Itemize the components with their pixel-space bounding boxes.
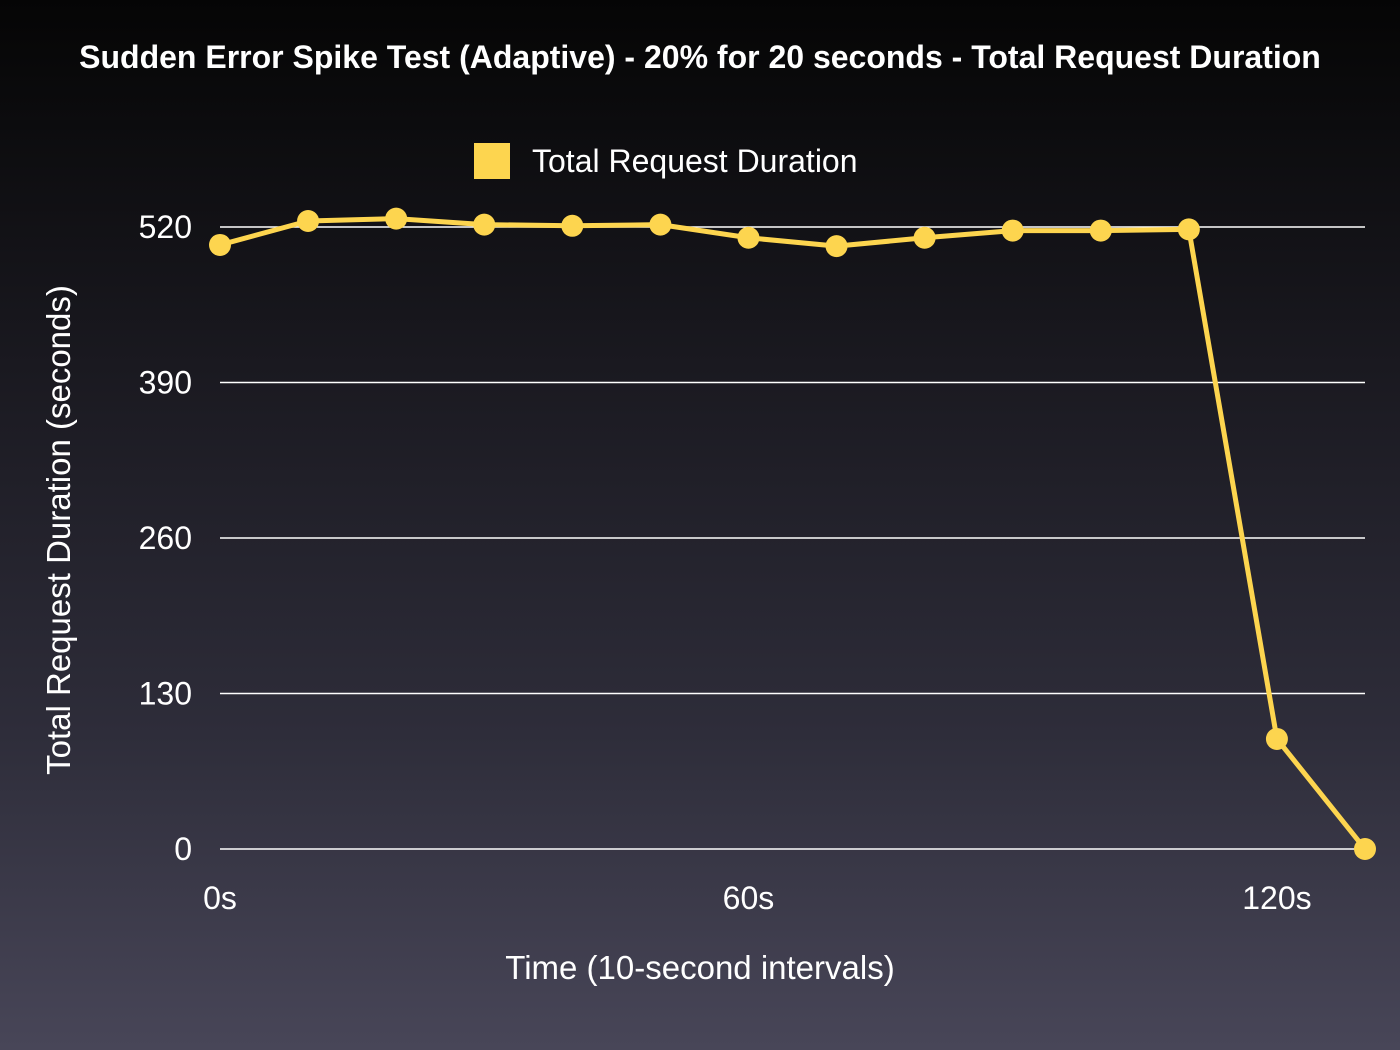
data-point [473,213,496,236]
legend-label: Total Request Duration [532,143,858,179]
data-point [825,235,848,258]
series-total-request-duration [209,207,1376,860]
data-point [385,207,408,230]
x-tick-label: 60s [723,880,775,916]
y-axis-ticks: 0 130 260 390 520 [139,209,192,867]
data-point [297,210,320,233]
y-tick-label: 130 [139,676,192,712]
data-point [1354,838,1376,860]
y-axis-label: Total Request Duration (seconds) [40,285,77,775]
data-point [561,214,584,237]
data-point [209,233,231,256]
grid-lines [220,226,1365,850]
data-point [649,213,672,236]
data-point [1001,219,1024,242]
x-axis-label: Time (10-second intervals) [505,949,894,986]
legend-swatch [474,143,510,179]
y-tick-label: 520 [139,209,192,245]
x-axis-ticks: 0s 60s 120s [203,880,1312,916]
y-tick-label: 0 [174,831,192,867]
data-point [737,226,760,249]
y-tick-label: 390 [139,365,192,401]
x-tick-label: 120s [1242,880,1311,916]
series-line [219,216,1367,851]
y-tick-label: 260 [139,520,192,556]
data-point [1177,218,1200,241]
x-tick-label: 0s [203,880,237,916]
data-point [913,226,936,249]
chart-title: Sudden Error Spike Test (Adaptive) - 20%… [79,39,1321,75]
data-point [1089,219,1112,242]
legend: Total Request Duration [474,143,858,179]
data-point [1265,727,1288,750]
